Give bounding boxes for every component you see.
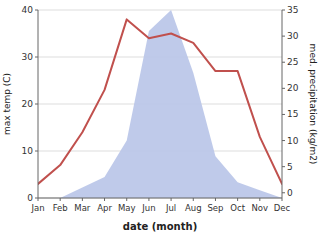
y2-tick-label: 25 bbox=[287, 57, 298, 67]
y-tick bbox=[35, 104, 38, 105]
x-tick-label: May bbox=[118, 203, 136, 213]
x-tick bbox=[148, 198, 149, 201]
y-tick-label: 0 bbox=[27, 193, 33, 203]
y2-tick bbox=[282, 36, 285, 37]
y2-axis-line bbox=[282, 10, 283, 198]
x-tick bbox=[282, 198, 283, 201]
x-tick-label: Jul bbox=[165, 203, 176, 213]
x-tick bbox=[104, 198, 105, 201]
y2-tick-label: 35 bbox=[287, 5, 298, 15]
y2-tick-label: 10 bbox=[287, 136, 299, 146]
x-tick bbox=[126, 198, 127, 201]
y-tick bbox=[35, 10, 38, 11]
y-tick bbox=[35, 57, 38, 58]
y-tick bbox=[35, 151, 38, 152]
y2-tick bbox=[282, 10, 285, 11]
x-tick-label: Nov bbox=[252, 203, 269, 213]
x-tick-label: Apr bbox=[97, 203, 112, 213]
x-axis-line bbox=[38, 198, 282, 199]
x-tick-label: Dec bbox=[274, 203, 291, 213]
y2-tick-label: 20 bbox=[287, 83, 299, 93]
x-tick bbox=[60, 198, 61, 201]
plot-area bbox=[38, 10, 282, 198]
x-tick-label: Jun bbox=[141, 203, 155, 213]
x-tick bbox=[193, 198, 194, 201]
x-tick-label: Sep bbox=[207, 203, 223, 213]
precipitation-area bbox=[38, 10, 282, 198]
x-tick bbox=[237, 198, 238, 201]
y2-tick-label: 0 bbox=[287, 188, 293, 198]
chart: 0 10 20 30 40 0 5 10 15 20 25 30 35 Jan Feb Mar Apr May Ju… bbox=[0, 0, 318, 248]
y-tick-label: 10 bbox=[22, 146, 34, 156]
y-tick-label: 20 bbox=[22, 99, 34, 109]
x-tick bbox=[82, 198, 83, 201]
x-axis-label: date (month) bbox=[123, 221, 197, 232]
x-tick-label: Oct bbox=[230, 203, 245, 213]
grid-line bbox=[38, 10, 282, 11]
x-tick-label: Mar bbox=[74, 203, 91, 213]
x-tick-label: Feb bbox=[53, 203, 68, 213]
y2-tick-label: 15 bbox=[287, 109, 298, 119]
x-tick bbox=[215, 198, 216, 201]
y2-axis-label: med. precipitation (kg/m2) bbox=[308, 44, 318, 165]
x-tick-label: Aug bbox=[185, 203, 202, 213]
x-tick bbox=[171, 198, 172, 201]
x-tick bbox=[259, 198, 260, 201]
y-axis-label: max temp (C) bbox=[2, 73, 12, 135]
y2-tick bbox=[282, 62, 285, 63]
y2-tick-label: 30 bbox=[287, 31, 299, 41]
y2-tick-label: 5 bbox=[287, 162, 293, 172]
grid-line bbox=[38, 198, 282, 199]
x-tick bbox=[38, 198, 39, 201]
temperature-line bbox=[38, 19, 282, 184]
y-tick-label: 40 bbox=[22, 5, 34, 15]
y2-tick bbox=[282, 192, 285, 193]
y2-tick bbox=[282, 166, 285, 167]
y-tick-label: 30 bbox=[22, 52, 34, 62]
y2-tick bbox=[282, 88, 285, 89]
y2-tick bbox=[282, 140, 285, 141]
x-tick-label: Jan bbox=[30, 203, 44, 213]
y2-tick bbox=[282, 114, 285, 115]
